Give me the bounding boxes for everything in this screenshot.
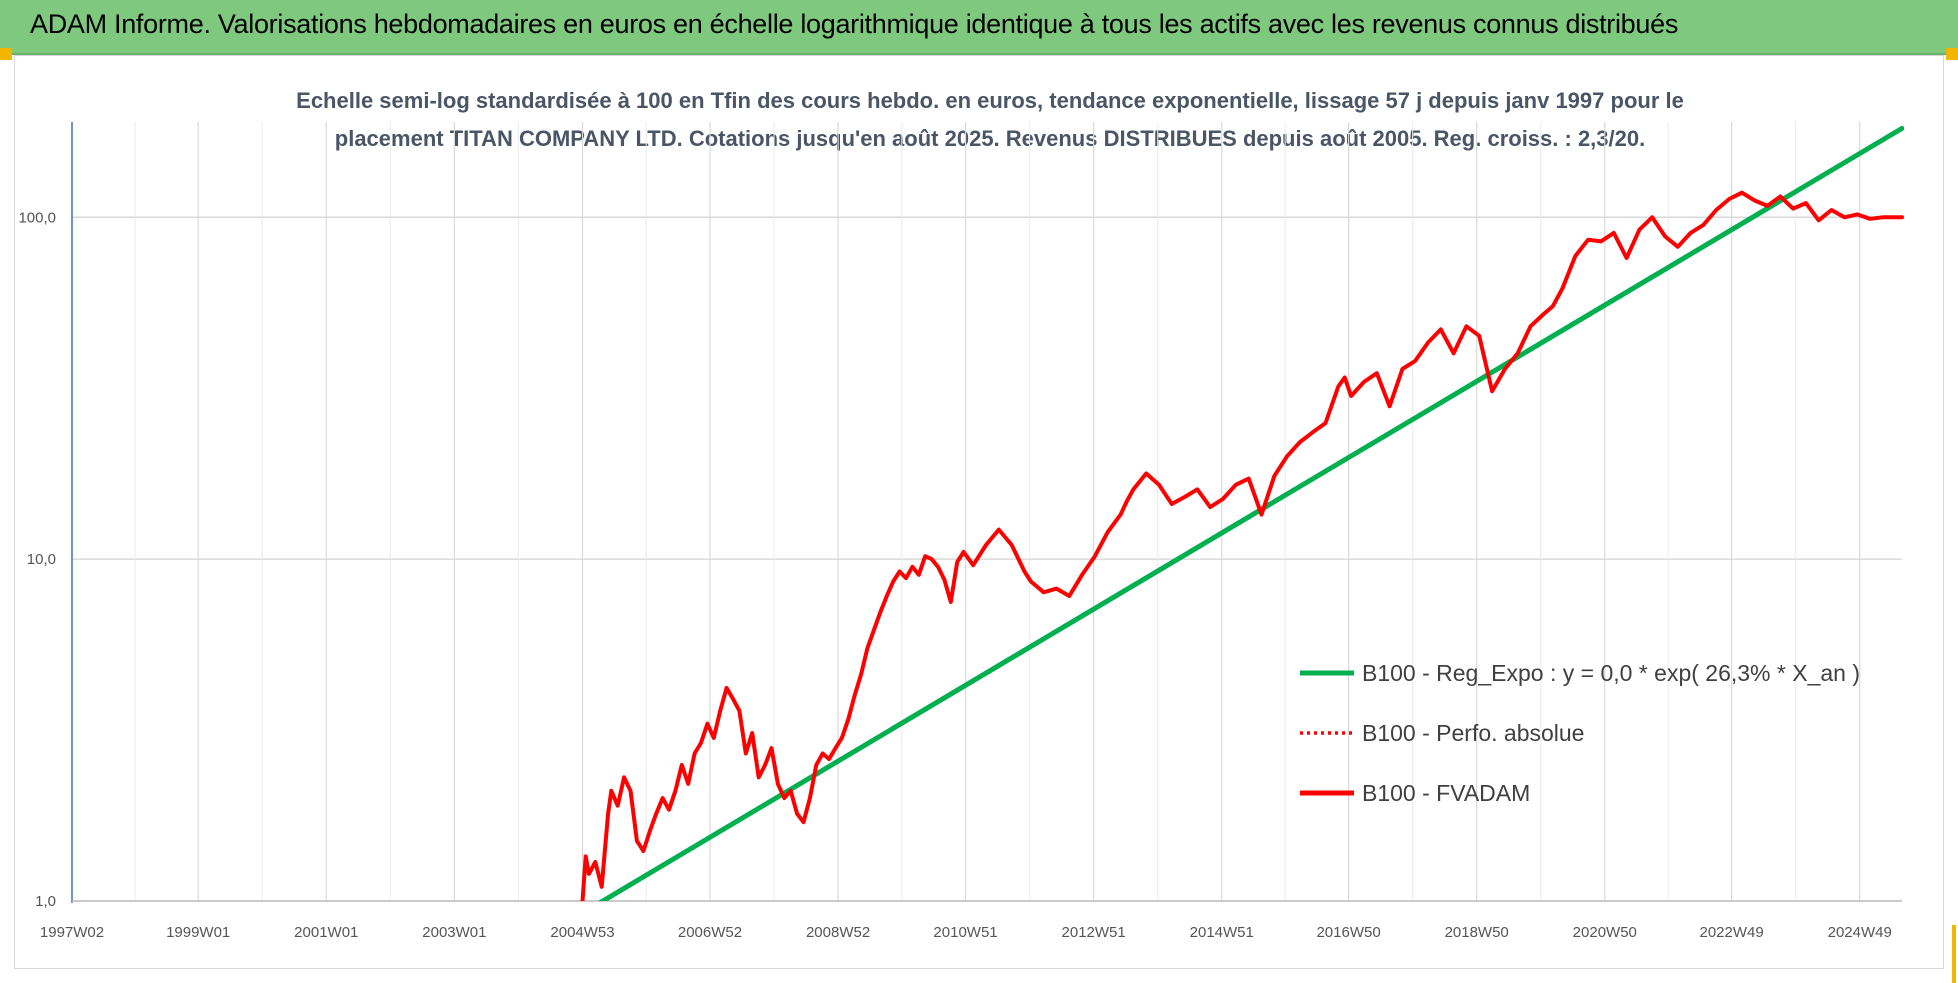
x-tick-label: 2016W50 [1316,924,1380,941]
corner-marker-top-left [0,48,12,60]
x-tick-label: 2003W01 [422,924,486,941]
legend-label-0: B100 - Reg_Expo : y = 0,0 * exp( 26,3% *… [1362,660,1860,686]
x-tick-label: 2004W53 [550,924,614,941]
chart-title-line-1: Echelle semi-log standardisée à 100 en T… [296,88,1684,113]
series-group [580,125,1904,901]
title-banner: ADAM Informe. Valorisations hebdomadaire… [0,0,1958,55]
x-tick-label: 2018W50 [1445,924,1509,941]
y-tick-label: 1,0 [35,893,56,910]
axes: 1,0 10,0 100,0 1997W02 1999W01 2001W01 2003W01… [18,122,1902,941]
x-tick-label: 2001W01 [294,924,358,941]
x-tick-label: 1997W02 [40,924,104,941]
grid-lines [72,122,1902,902]
x-tick-label: 2020W50 [1573,924,1637,941]
x-tick-label: 2014W51 [1190,924,1254,941]
corner-marker-top-right [1946,48,1958,60]
x-tick-label: 2008W52 [806,924,870,941]
banner-title: ADAM Informe. Valorisations hebdomadaire… [30,9,1679,39]
legend-label-1: B100 - Perfo. absolue [1362,720,1584,746]
x-tick-label: 2012W51 [1062,924,1126,941]
x-tick-label: 2010W51 [933,924,997,941]
y-tick-label: 100,0 [18,209,56,226]
chart-frame [14,55,1944,969]
series-line-2 [580,190,1904,901]
y-tick-label: 10,0 [27,551,56,568]
x-tick-label: 2022W49 [1700,924,1764,941]
legend: B100 - Reg_Expo : y = 0,0 * exp( 26,3% *… [1300,660,1860,806]
corner-marker-bottom-right [1952,925,1956,983]
x-tick-label: 2006W52 [678,924,742,941]
x-tick-label: 2024W49 [1828,924,1892,941]
chart-title-line-2: placement TITAN COMPANY LTD. Cotations j… [334,126,1646,151]
legend-label-2: B100 - FVADAM [1362,780,1530,806]
x-tick-label: 1999W01 [166,924,230,941]
